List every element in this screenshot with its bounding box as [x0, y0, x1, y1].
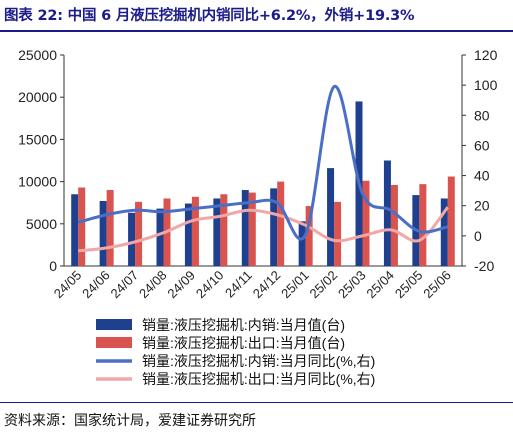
bar-domestic — [270, 188, 278, 266]
line-domestic-yoy — [77, 85, 449, 241]
right-tick-label: 120 — [474, 47, 498, 63]
bar-domestic — [241, 190, 249, 266]
bar-export — [191, 196, 199, 266]
x-tick-label: 24/12 — [250, 268, 284, 302]
chart-title: 图表 22: 中国 6 月液压挖掘机内销同比+6.2%，外销+19.3% — [4, 8, 415, 24]
right-tick-label: 0 — [474, 228, 482, 244]
right-tick-label: 40 — [474, 168, 490, 184]
chart: 0 5000 10000 15000 20000 25000 -20 0 20 40 60 80 100… — [18, 47, 498, 387]
x-tick-label: 24/07 — [108, 268, 142, 302]
right-tick-label: 100 — [474, 77, 498, 93]
x-tick-label: 25/01 — [278, 268, 312, 302]
bar-export — [390, 184, 398, 266]
right-tick-label: 80 — [474, 107, 490, 123]
x-tick-label: 24/08 — [136, 268, 170, 302]
bar-export — [447, 176, 455, 266]
bar-export — [135, 201, 143, 266]
left-tick-label: 20000 — [18, 89, 57, 105]
left-tick-label: 25000 — [18, 47, 57, 63]
x-tick-label: 25/02 — [307, 268, 341, 302]
left-tick-label: 10000 — [18, 174, 57, 190]
right-tick-label: 20 — [474, 198, 490, 214]
left-tick-label: 0 — [49, 258, 57, 274]
right-tick-label: -20 — [474, 258, 494, 274]
bar-domestic — [213, 198, 221, 266]
bar-domestic — [71, 194, 79, 266]
x-tick-label: 24/11 — [222, 268, 255, 301]
bar-domestic — [99, 201, 107, 266]
x-tick-label: 25/05 — [392, 268, 426, 302]
legend-label: 销量:液压挖掘机:内销:当月值(台) — [142, 317, 345, 333]
x-tick-label: 25/06 — [420, 268, 454, 302]
x-tick-label: 24/06 — [79, 268, 113, 302]
bar-domestic — [184, 203, 192, 266]
bar-export — [277, 181, 285, 266]
left-tick-label: 15000 — [18, 131, 57, 147]
bar-export — [334, 201, 342, 266]
bar-export — [419, 184, 427, 266]
source-divider — [0, 402, 513, 403]
left-tick-label: 5000 — [26, 216, 57, 232]
bar-domestic — [298, 221, 306, 266]
bar-export — [362, 180, 370, 266]
source-note: 资料来源：国家统计局，爱建证券研究所 — [4, 413, 256, 429]
bar-export — [220, 194, 228, 266]
x-tick-label: 25/04 — [363, 268, 397, 302]
line-export-yoy — [78, 206, 449, 253]
legend-swatch — [96, 319, 132, 330]
bar-domestic — [383, 160, 391, 266]
title-divider — [0, 30, 513, 32]
x-tick-label: 25/03 — [335, 268, 369, 302]
bar-export — [305, 206, 313, 266]
bar-domestic — [327, 168, 335, 266]
legend-label: 销量:液压挖掘机:出口:当月同比(%,右) — [142, 371, 375, 387]
legend-label: 销量:液压挖掘机:出口:当月值(台) — [142, 335, 345, 351]
bar-export — [248, 192, 256, 266]
x-tick-label: 24/10 — [193, 268, 227, 302]
legend-swatch — [96, 337, 132, 348]
bar-domestic — [156, 208, 164, 266]
legend-label: 销量:液压挖掘机:内销:当月同比(%,右) — [142, 353, 375, 369]
bar-export — [78, 187, 86, 266]
x-tick-label: 24/09 — [164, 268, 198, 302]
right-tick-label: 60 — [474, 137, 490, 153]
bar-domestic — [128, 212, 136, 266]
bar-domestic — [440, 198, 448, 266]
bar-export — [106, 190, 114, 266]
